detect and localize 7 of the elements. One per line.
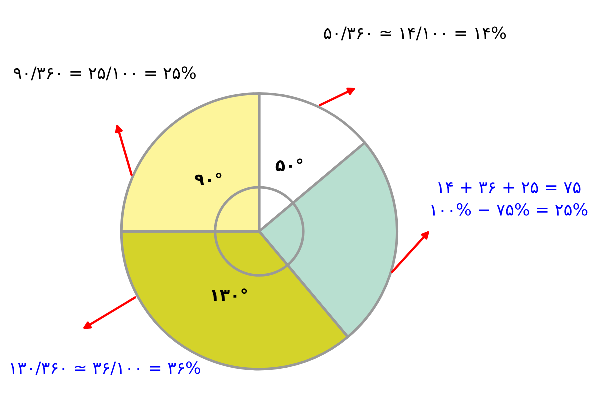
data-label: ۱۳۰° [212,288,248,302]
data-label: ۹۰° [194,173,222,186]
text: ۱۴ + ۳۶ + ۲۵ = ۷۵ ۱۰۰% − ۷۵% = ۲۵% [432,182,588,216]
data-label: ۵۰° [276,158,303,172]
text: ۵۰/۳۶۰ ≃ ۱۴/۱۰۰ = ۱۴% [324,26,506,41]
text: ۱۳۰/۳۶۰ ≃ ۳۶/۱۰۰ = ۳۶% [11,362,200,376]
text: ۹۰/۳۶۰ = ۲۵/۱۰۰ = ۲۵% [14,66,196,81]
